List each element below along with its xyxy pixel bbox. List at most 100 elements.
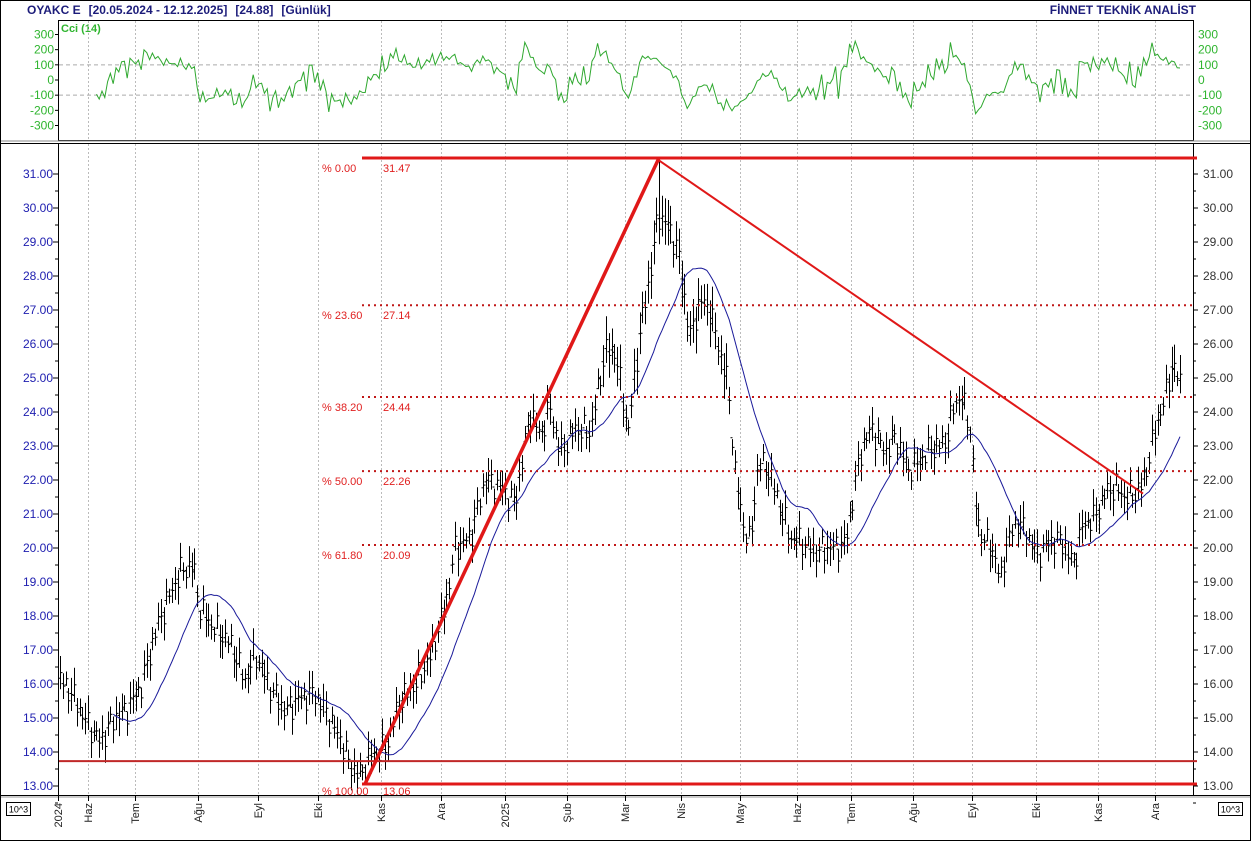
ohlc-bar [142, 650, 147, 681]
ohlc-bar [1002, 556, 1007, 588]
ohlc-bar [394, 687, 399, 718]
cci-left-tick-label: 0 [47, 73, 54, 87]
ohlc-bar [663, 198, 668, 245]
ohlc-bar [657, 158, 662, 245]
price-left-tick-label: 28.00 [23, 269, 53, 283]
ohlc-bar [769, 453, 774, 487]
x-tick-label: Mar [620, 803, 632, 822]
cci-right-tick-label: 100 [1198, 58, 1218, 72]
ohlc-bar [1088, 518, 1093, 543]
price-bars [58, 158, 1183, 795]
ohlc-bar [1049, 520, 1054, 555]
ohlc-bar [1125, 486, 1130, 521]
ohlc-bar [111, 716, 116, 744]
ohlc-bar [509, 480, 514, 498]
ohlc-bar [159, 599, 164, 634]
ohlc-bar [514, 485, 519, 520]
ohlc-bar [304, 695, 309, 725]
ohlc-bar [150, 626, 155, 651]
price-left-tick-label: 21.00 [23, 507, 53, 521]
ohlc-bar [108, 706, 113, 723]
fib-value-label: 22.26 [383, 476, 411, 488]
ohlc-bar [842, 520, 847, 555]
ohlc-bar [318, 696, 323, 723]
ohlc-bar [1153, 420, 1158, 456]
cci-left-tick-label: -100 [30, 88, 54, 102]
ohlc-bar [1060, 539, 1065, 569]
ohlc-bar [705, 283, 710, 326]
ohlc-bar [685, 311, 690, 342]
ohlc-bar [1158, 403, 1163, 426]
ohlc-bar [817, 537, 822, 563]
price-left-tick-label: 13.00 [23, 779, 53, 793]
ohlc-bar [607, 333, 612, 378]
x-tick-label: Ağu [193, 803, 205, 823]
ohlc-bar [915, 446, 920, 482]
ohlc-bar [307, 670, 312, 705]
ohlc-bar [464, 533, 469, 549]
ohlc-bar [1139, 472, 1144, 507]
x-tick-label: Nis [676, 803, 688, 819]
ohlc-bar [649, 251, 654, 299]
ohlc-bar [867, 415, 872, 444]
ohlc-bar [279, 685, 284, 720]
price-left-tick-label: 25.00 [23, 371, 53, 385]
ohlc-bar [873, 432, 878, 467]
price-left-tick-label: 29.00 [23, 235, 53, 249]
ohlc-bar [719, 335, 724, 375]
ohlc-bar [660, 195, 665, 237]
ohlc-bar [290, 703, 295, 735]
ohlc-bar [64, 671, 69, 686]
ohlc-bar [542, 420, 547, 452]
fib-percent-label: % 100.00 [322, 786, 368, 798]
ohlc-bar [178, 542, 183, 572]
ohlc-bar [450, 554, 455, 574]
ohlc-bar [733, 450, 738, 474]
fib-percent-label: % 0.00 [322, 163, 356, 175]
ohlc-bar [904, 441, 909, 473]
ohlc-bar [1178, 354, 1183, 394]
ohlc-bar [814, 544, 819, 578]
period: [Günlük] [281, 3, 330, 17]
ohlc-bar [75, 697, 80, 727]
ohlc-bar [996, 563, 1001, 584]
ohlc-bar [626, 419, 631, 436]
ohlc-bar [1074, 552, 1079, 580]
price-left-tick-label: 16.00 [23, 677, 53, 691]
ohlc-bar [747, 516, 752, 539]
ohlc-bar [341, 743, 346, 774]
ohlc-bar [162, 607, 167, 641]
ohlc-bar [83, 702, 88, 735]
ohlc-bar [951, 403, 956, 425]
ohlc-bar [80, 707, 85, 730]
ohlc-bar [1038, 552, 1043, 582]
ohlc-bar [173, 566, 178, 600]
ohlc-bar [125, 710, 130, 736]
ohlc-bar [1144, 467, 1149, 486]
ohlc-bar [758, 458, 763, 482]
cci-left-tick-label: -300 [30, 119, 54, 133]
ohlc-bar [562, 434, 567, 468]
ohlc-bar [654, 197, 659, 233]
ohlc-bar [257, 655, 262, 672]
ohlc-bar [128, 681, 133, 714]
ohlc-bar [1102, 488, 1107, 510]
ohlc-bar [94, 721, 99, 741]
ohlc-bar [691, 299, 696, 343]
ohlc-bar [618, 344, 623, 391]
x-tick-label: Eyl [967, 803, 979, 818]
x-tick-label: Eki [313, 803, 325, 818]
ohlc-bar [100, 715, 105, 750]
ohlc-bar [912, 438, 917, 468]
ohlc-bar [828, 531, 833, 567]
ohlc-bar [638, 312, 643, 355]
price-right-tick-label: 23.00 [1203, 439, 1233, 453]
ohlc-bar [775, 483, 780, 499]
ohlc-bar [1007, 515, 1012, 548]
ohlc-bar [699, 285, 704, 319]
ohlc-bar [982, 534, 987, 551]
ohlc-bar [447, 577, 452, 600]
cci-right-tick-label: 0 [1198, 73, 1205, 87]
ohlc-bar [220, 624, 225, 660]
cci-line [95, 39, 1181, 115]
